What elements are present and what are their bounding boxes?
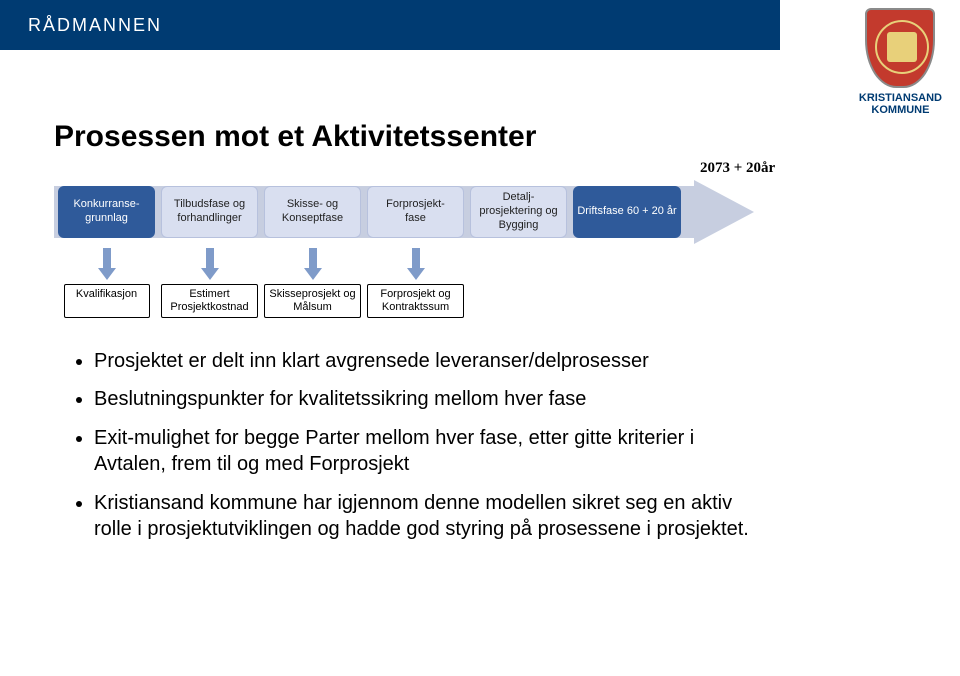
connector-arrow-icon [98, 248, 116, 280]
slide: RÅDMANNEN KRISTIANSAND KOMMUNE Prosessen… [0, 0, 960, 676]
bullet-item: Exit-mulighet for begge Parter mellom hv… [94, 425, 760, 478]
phase-row: Konkurranse-grunnlagTilbudsfase og forha… [58, 186, 681, 238]
page-title: Prosessen mot et Aktivitetssenter [54, 120, 536, 154]
bullet-item: Prosjektet er delt inn klart avgrensede … [94, 348, 760, 374]
connector-cell-1 [161, 248, 258, 280]
bullet-list: Prosjektet er delt inn klart avgrensede … [70, 348, 760, 554]
phase-box-5: Driftsfase 60 + 20 år [573, 186, 681, 238]
logo-text: KRISTIANSAND KOMMUNE [859, 92, 942, 116]
decision-cell-3: Forprosjekt og Kontraktssum [367, 284, 464, 318]
decision-cell-5 [573, 284, 681, 318]
header-bar: RÅDMANNEN [0, 0, 780, 50]
connector-cell-4 [470, 248, 567, 280]
duration-label: 2073 + 20år [700, 160, 775, 177]
connector-arrow-icon [407, 248, 425, 280]
decision-box-2: Skisseprosjekt og Målsum [264, 284, 361, 318]
connector-cell-5 [573, 248, 681, 280]
connector-row [58, 248, 681, 280]
bullet-item: Beslutningspunkter for kvalitetssikring … [94, 386, 760, 412]
crest-icon [865, 8, 935, 88]
connector-arrow-icon [304, 248, 322, 280]
decision-cell-0: Kvalifikasjon [58, 284, 155, 318]
connector-cell-0 [58, 248, 155, 280]
connector-cell-2 [264, 248, 361, 280]
decision-box-0: Kvalifikasjon [64, 284, 150, 318]
decision-box-1: Estimert Prosjektkostnad [161, 284, 258, 318]
decision-row: Kvalifikasjon Estimert ProsjektkostnadSki… [58, 284, 681, 318]
phase-box-4: Detalj-prosjektering og Bygging [470, 186, 567, 238]
phase-box-3: Forprosjekt-fase [367, 186, 464, 238]
header-brand: RÅDMANNEN [28, 15, 162, 36]
connector-arrow-icon [201, 248, 219, 280]
logo-line1: KRISTIANSAND [859, 92, 942, 104]
bullet-item: Kristiansand kommune har igjennom denne … [94, 490, 760, 543]
logo: KRISTIANSAND KOMMUNE [859, 8, 942, 116]
phase-box-0: Konkurranse-grunnlag [58, 186, 155, 238]
logo-line2: KOMMUNE [871, 104, 929, 116]
phase-box-1: Tilbudsfase og forhandlinger [161, 186, 258, 238]
decision-cell-2: Skisseprosjekt og Målsum [264, 284, 361, 318]
decision-cell-4 [470, 284, 567, 318]
decision-box-3: Forprosjekt og Kontraktssum [367, 284, 464, 318]
decision-cell-1: Estimert Prosjektkostnad [161, 284, 258, 318]
connector-cell-3 [367, 248, 464, 280]
phase-box-2: Skisse- og Konseptfase [264, 186, 361, 238]
